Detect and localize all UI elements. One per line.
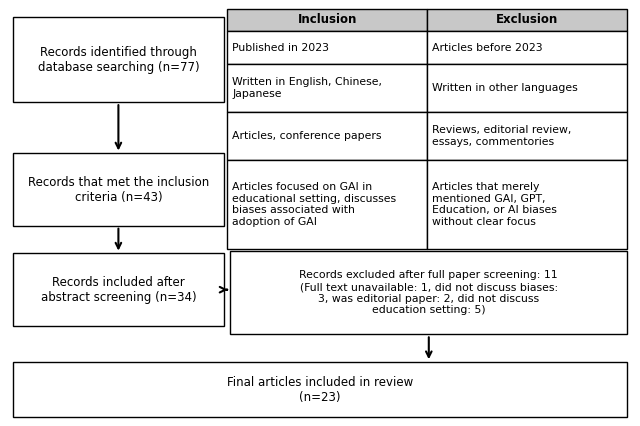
Bar (227, 160, 428, 249)
Bar (428, 112, 627, 160)
Bar (13, 253, 224, 326)
Text: Final articles included in review
(n=23): Final articles included in review (n=23) (227, 376, 413, 404)
Bar (227, 32, 428, 64)
Bar (428, 64, 627, 112)
Text: Records that met the inclusion
criteria (n=43): Records that met the inclusion criteria … (28, 176, 209, 204)
Text: Articles, conference papers: Articles, conference papers (232, 131, 382, 141)
Bar (227, 64, 428, 112)
Text: Records excluded after full paper screening: 11
(Full text unavailable: 1, did n: Records excluded after full paper screen… (300, 271, 558, 315)
Text: Exclusion: Exclusion (496, 14, 558, 26)
Bar (428, 160, 627, 249)
Bar (230, 251, 627, 334)
Text: Published in 2023: Published in 2023 (232, 43, 330, 53)
Text: Articles before 2023: Articles before 2023 (433, 43, 543, 53)
Text: Articles that merely
mentioned GAI, GPT,
Education, or AI biases
without clear f: Articles that merely mentioned GAI, GPT,… (433, 182, 557, 227)
Text: Inclusion: Inclusion (298, 14, 357, 26)
Bar (428, 9, 627, 32)
Bar (13, 362, 627, 417)
Bar (227, 112, 428, 160)
Text: Written in other languages: Written in other languages (433, 83, 578, 93)
Text: Written in English, Chinese,
Japanese: Written in English, Chinese, Japanese (232, 77, 382, 99)
Bar (13, 153, 224, 226)
Bar (227, 9, 428, 32)
Text: Records identified through
database searching (n=77): Records identified through database sear… (38, 46, 199, 74)
Text: Reviews, editorial review,
essays, commentories: Reviews, editorial review, essays, comme… (433, 125, 572, 147)
Bar (13, 17, 224, 102)
Bar (428, 32, 627, 64)
Text: Records included after
abstract screening (n=34): Records included after abstract screenin… (40, 276, 196, 304)
Text: Articles focused on GAI in
educational setting, discusses
biases associated with: Articles focused on GAI in educational s… (232, 182, 396, 227)
